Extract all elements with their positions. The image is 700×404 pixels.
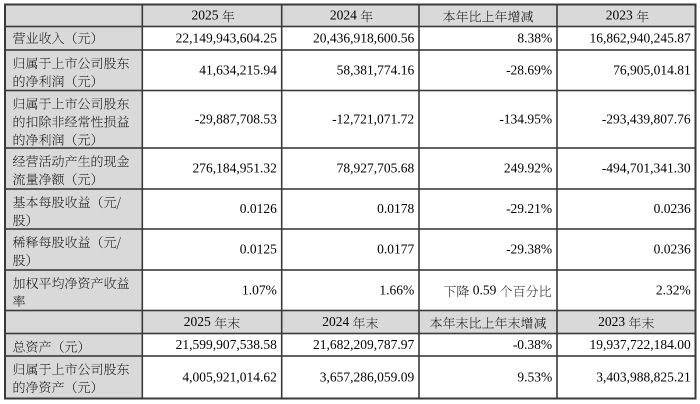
svg-text:2023: 2023 bbox=[598, 314, 625, 329]
svg-text:0.0177: 0.0177 bbox=[377, 242, 414, 257]
svg-text:21,599,907,538.58: 21,599,907,538.58 bbox=[176, 337, 278, 352]
svg-text:20,436,918,600.56: 20,436,918,600.56 bbox=[313, 30, 415, 45]
svg-text:0.0236: 0.0236 bbox=[654, 242, 691, 257]
svg-text:276,184,951.32: 276,184,951.32 bbox=[193, 161, 277, 176]
svg-text:9.53%: 9.53% bbox=[517, 369, 552, 384]
svg-text:41,634,215.94: 41,634,215.94 bbox=[199, 62, 277, 77]
svg-text:8.38%: 8.38% bbox=[517, 30, 552, 45]
svg-text:0.0178: 0.0178 bbox=[377, 201, 414, 216]
svg-text:21,682,209,787.97: 21,682,209,787.97 bbox=[313, 337, 415, 352]
svg-text:19,937,722,184.00: 19,937,722,184.00 bbox=[589, 337, 691, 352]
svg-text:78,927,705.68: 78,927,705.68 bbox=[337, 161, 415, 176]
svg-text:-494,701,341.30: -494,701,341.30 bbox=[602, 161, 691, 176]
svg-text:-29.38%: -29.38% bbox=[506, 242, 552, 257]
svg-text:0.0126: 0.0126 bbox=[240, 201, 277, 216]
svg-text:3,403,988,825.21: 3,403,988,825.21 bbox=[596, 369, 691, 384]
svg-text:-29.21%: -29.21% bbox=[506, 201, 552, 216]
svg-text:-12,721,071.72: -12,721,071.72 bbox=[332, 111, 414, 126]
svg-text:2025: 2025 bbox=[192, 8, 219, 23]
svg-text:-293,439,807.76: -293,439,807.76 bbox=[602, 111, 691, 126]
svg-text:-134.95%: -134.95% bbox=[499, 111, 552, 126]
svg-text:3,657,286,059.09: 3,657,286,059.09 bbox=[320, 369, 415, 384]
svg-text:22,149,943,604.25: 22,149,943,604.25 bbox=[176, 30, 278, 45]
svg-text:4,005,921,014.62: 4,005,921,014.62 bbox=[182, 369, 277, 384]
svg-text:58,381,774.16: 58,381,774.16 bbox=[337, 62, 415, 77]
svg-text:-28.69%: -28.69% bbox=[506, 62, 552, 77]
svg-text:1.66%: 1.66% bbox=[379, 282, 414, 297]
svg-text:2025: 2025 bbox=[184, 314, 211, 329]
svg-text:16,862,940,245.87: 16,862,940,245.87 bbox=[589, 30, 691, 45]
svg-text:2023: 2023 bbox=[606, 8, 633, 23]
svg-text:0.0236: 0.0236 bbox=[654, 201, 691, 216]
svg-text:-0.38%: -0.38% bbox=[513, 337, 552, 352]
svg-text:2024: 2024 bbox=[322, 314, 349, 329]
svg-text:-29,887,708.53: -29,887,708.53 bbox=[195, 111, 277, 126]
svg-text:0.0125: 0.0125 bbox=[240, 242, 277, 257]
svg-text:2.32%: 2.32% bbox=[656, 282, 691, 297]
svg-text:249.92%: 249.92% bbox=[504, 161, 552, 176]
svg-text:76,905,014.81: 76,905,014.81 bbox=[613, 62, 691, 77]
svg-text:1.07%: 1.07% bbox=[242, 282, 277, 297]
svg-text:2024: 2024 bbox=[330, 8, 357, 23]
svg-text:0.59: 0.59 bbox=[473, 282, 497, 297]
